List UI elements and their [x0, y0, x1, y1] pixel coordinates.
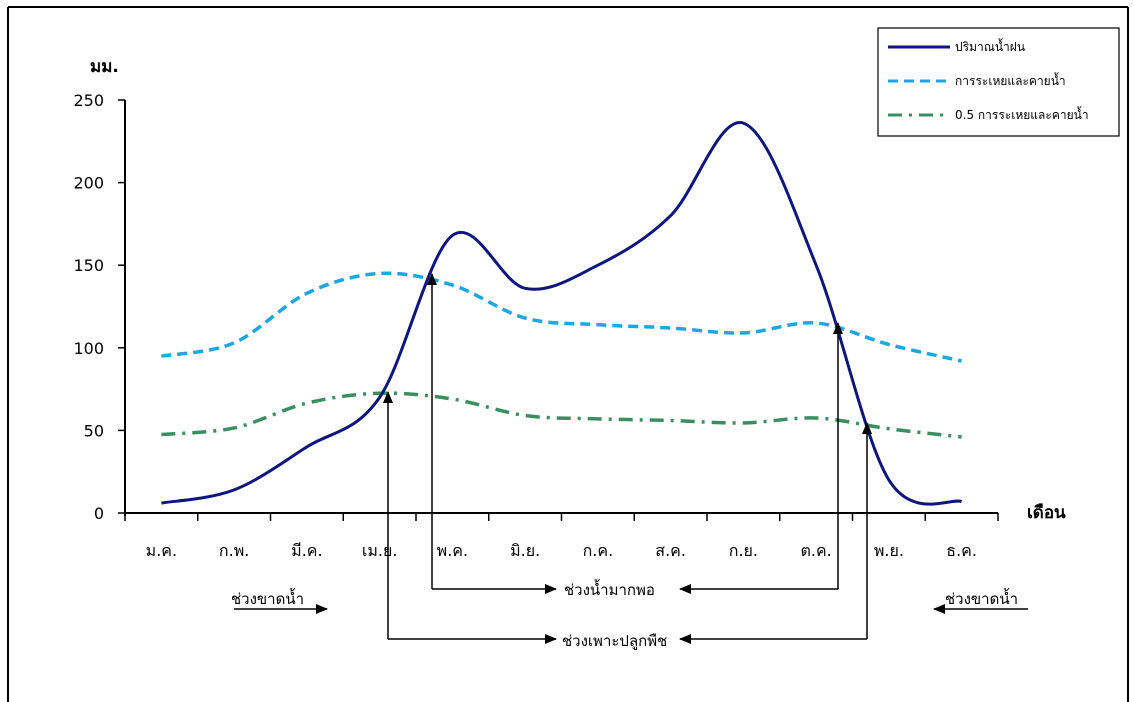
x-tick-label: ก.ย. [729, 541, 758, 560]
x-tick-label: พ.ค. [437, 541, 468, 560]
x-tick-label: เม.ย. [362, 541, 398, 560]
series-line [161, 121, 963, 506]
legend-label: การระเหยและคายน้ำ [955, 72, 1066, 88]
series-lines [161, 121, 963, 506]
y-tick-label: 200 [73, 174, 104, 193]
growing-season-label: ช่วงเพาะปลูกพืช [562, 632, 667, 650]
x-tick-label: ต.ค. [800, 541, 831, 560]
water-shortage-right-label: ช่วงขาดน้ำ [945, 588, 1018, 608]
water-shortage-left-label: ช่วงขาดน้ำ [231, 588, 304, 608]
legend-label: ปริมาณน้ำฝน [955, 38, 1025, 54]
y-tick-label: 50 [84, 421, 104, 440]
y-tick-label: 250 [73, 91, 104, 110]
legend-label: 0.5 การระเหยและคายน้ำ [955, 106, 1089, 122]
series-line [161, 271, 963, 363]
y-ticks: 0 50 100 150 200 250 [73, 91, 125, 523]
x-tick-label: ส.ค. [655, 541, 686, 560]
x-tick-label: ก.พ. [219, 541, 249, 560]
x-tick-label: พ.ย. [874, 541, 904, 560]
x-tick-label: มี.ค. [291, 541, 322, 560]
y-tick-label: 150 [73, 256, 104, 275]
series-line [161, 391, 962, 439]
y-axis-label: มม. [90, 57, 119, 77]
x-tick-label: ธ.ค. [946, 541, 977, 560]
x-tick-label: ก.ค. [583, 541, 614, 560]
y-tick-label: 0 [94, 504, 104, 523]
x-axis-label: เดือน [1027, 502, 1066, 523]
x-tick-label: ม.ค. [146, 541, 177, 560]
sufficient-water-label: ช่วงน้ำมากพอ [564, 579, 655, 599]
x-tick-label: มิ.ย. [510, 541, 540, 560]
y-tick-label: 100 [73, 339, 104, 358]
